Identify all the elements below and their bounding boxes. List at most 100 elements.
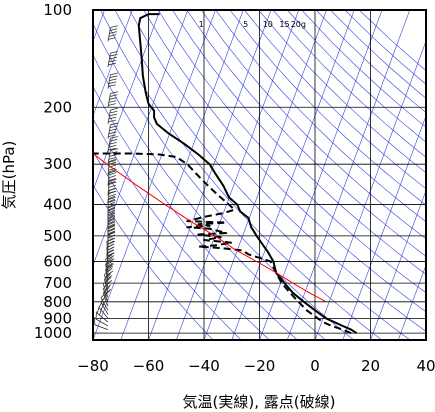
x-axis-title: 気温(実線), 露点(破線) bbox=[183, 393, 336, 411]
dewpoint-line bbox=[93, 152, 352, 335]
wind-barb-feather bbox=[107, 218, 116, 223]
wind-barb-feather bbox=[107, 207, 116, 212]
wind-barb bbox=[107, 72, 118, 89]
wind-barb-feather bbox=[105, 254, 113, 260]
wind-barb bbox=[106, 249, 115, 268]
wind-barb-feather bbox=[108, 147, 116, 151]
wind-barb-feather bbox=[107, 214, 116, 219]
isotherm-line bbox=[93, 10, 216, 340]
wind-barb-feather bbox=[107, 209, 116, 214]
y-tick-label: 700 bbox=[43, 274, 72, 292]
y-tick-label: 500 bbox=[43, 227, 72, 245]
dry-adiabat-line bbox=[244, 10, 426, 190]
wind-barb-staff bbox=[103, 274, 109, 289]
wind-barb-feather bbox=[110, 72, 118, 76]
wind-barb-feather bbox=[109, 31, 117, 34]
wind-barb-feather bbox=[109, 158, 117, 162]
wind-barb-feather bbox=[108, 134, 116, 138]
wind-barb-feather bbox=[108, 181, 116, 185]
y-tick-label: 600 bbox=[43, 252, 72, 270]
wind-barb-feather bbox=[109, 125, 118, 129]
dry-adiabat-line bbox=[93, 85, 298, 340]
wind-barb-feather bbox=[108, 172, 117, 176]
isotherm-line bbox=[93, 10, 133, 117]
wind-barb-feather bbox=[107, 246, 115, 251]
wind-barb-staff bbox=[100, 302, 109, 315]
dry-adiabat-line bbox=[258, 10, 426, 174]
wind-barb bbox=[107, 148, 118, 165]
wind-barb-staff bbox=[97, 312, 109, 323]
wind-barb bbox=[107, 195, 116, 214]
wind-barb-feather bbox=[107, 237, 116, 242]
wind-barb bbox=[107, 122, 118, 139]
wind-barb-feather bbox=[109, 94, 118, 97]
x-tick-label: 20 bbox=[361, 357, 380, 375]
wind-barb-feather bbox=[108, 196, 116, 200]
wind-barb-feather bbox=[107, 221, 116, 226]
dry-adiabat-line bbox=[229, 10, 426, 206]
wind-barb bbox=[107, 107, 118, 124]
wind-barb-feather bbox=[107, 243, 115, 248]
wind-barbs bbox=[93, 10, 118, 334]
wind-barb-feather bbox=[108, 181, 117, 185]
wind-barb-feather bbox=[107, 255, 115, 260]
wind-barb-feather bbox=[98, 300, 103, 308]
y-tick-label: 300 bbox=[43, 155, 72, 173]
dry-adiabat-line bbox=[215, 10, 426, 223]
wind-barb-feather bbox=[108, 199, 116, 203]
wind-barb-feather bbox=[109, 78, 117, 82]
wind-barb-feather bbox=[109, 53, 118, 57]
wind-barb-feather bbox=[110, 50, 118, 54]
wind-barb-feather bbox=[108, 103, 116, 106]
wind-barb-feather bbox=[107, 211, 116, 216]
wind-barb-feather bbox=[107, 249, 115, 254]
adiabat-lines bbox=[93, 10, 426, 340]
isotherm-line bbox=[148, 10, 272, 340]
wind-barb-feather bbox=[107, 231, 116, 236]
wind-barb-feather bbox=[107, 203, 116, 208]
wind-barb-feather bbox=[109, 97, 117, 100]
wind-barb-feather bbox=[105, 275, 113, 281]
wind-barb-feather bbox=[108, 84, 116, 87]
x-tick-label: −20 bbox=[244, 357, 276, 375]
dry-adiabat-line bbox=[93, 184, 214, 340]
wind-barb-feather bbox=[104, 272, 112, 278]
wind-barb bbox=[107, 50, 118, 67]
mixing-ratio-label: 10 bbox=[263, 20, 273, 29]
wind-barb-staff bbox=[102, 284, 109, 298]
wind-barb-feather bbox=[107, 204, 116, 209]
y-tick-label: 800 bbox=[43, 293, 72, 311]
isotherm-line bbox=[120, 10, 244, 340]
wind-barb-feather bbox=[107, 224, 116, 229]
wind-barb-feather bbox=[107, 225, 116, 230]
wind-barb-feather bbox=[108, 193, 117, 198]
y-tick-label: 200 bbox=[43, 98, 72, 116]
wind-barb-feather bbox=[110, 91, 118, 94]
wind-barb-feather bbox=[109, 110, 118, 114]
y-tick-label: 900 bbox=[43, 309, 72, 327]
wind-barb-feather bbox=[106, 252, 114, 257]
isotherm-line bbox=[425, 339, 426, 340]
wind-barb-staff bbox=[105, 264, 109, 279]
x-tick-label: −40 bbox=[188, 357, 220, 375]
wind-barb-feather bbox=[109, 113, 117, 117]
wind-barb-feather bbox=[107, 252, 115, 257]
wind-barb-feather bbox=[107, 217, 116, 222]
wind-barb bbox=[94, 317, 109, 330]
y-axis-title: 気圧(hPa) bbox=[0, 141, 18, 210]
wind-barb-feather bbox=[110, 148, 118, 151]
wind-barb-feather bbox=[107, 206, 116, 211]
dry-adiabat-line bbox=[186, 10, 426, 257]
isotherm-line bbox=[175, 10, 300, 340]
wind-barb-feather bbox=[109, 151, 118, 154]
mixing-ratio-label: 20g bbox=[291, 20, 306, 29]
wind-barb-feather bbox=[109, 128, 117, 132]
plot-frame bbox=[92, 9, 427, 341]
wind-barb-staff bbox=[105, 258, 109, 273]
wind-barb-feather bbox=[94, 317, 96, 325]
wind-barb-feather bbox=[107, 220, 116, 225]
mixing-ratio-label: 1 bbox=[199, 20, 204, 29]
y-tick-label: 1000 bbox=[34, 324, 72, 342]
wind-barb bbox=[107, 158, 117, 176]
